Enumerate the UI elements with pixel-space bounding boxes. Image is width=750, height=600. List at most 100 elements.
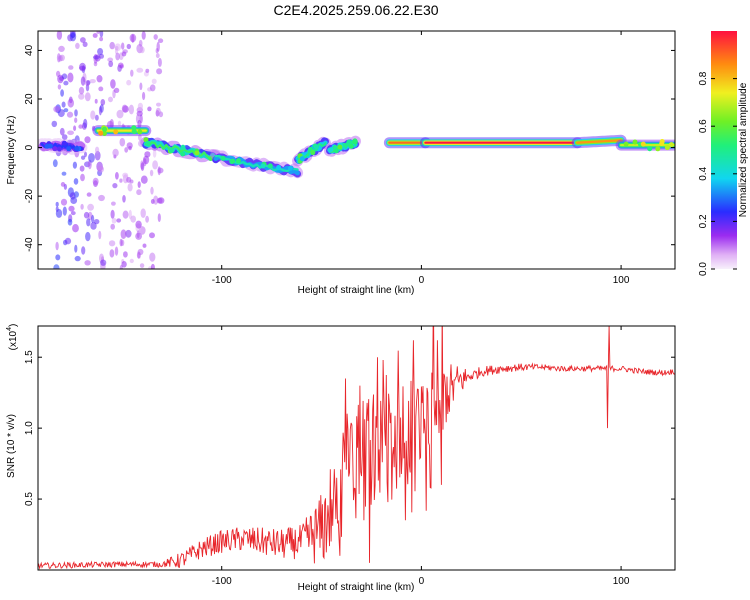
x-tick-label: 0 xyxy=(419,275,425,286)
track-blob xyxy=(101,131,107,136)
noise-speck xyxy=(80,37,86,43)
track-blob xyxy=(74,146,80,152)
noise-speck xyxy=(80,203,84,210)
noise-speck xyxy=(109,249,115,258)
noise-speck xyxy=(55,206,59,213)
noise-speck xyxy=(85,80,90,87)
noise-speck xyxy=(151,78,157,85)
noise-speck xyxy=(157,57,162,67)
noise-speck xyxy=(126,79,132,86)
track-blob xyxy=(348,143,354,149)
noise-speck xyxy=(118,62,124,68)
track-blob xyxy=(52,146,58,152)
spectral-track xyxy=(571,134,627,149)
snr-y-ticks: 0.5 1.0 1.5 xyxy=(24,350,675,506)
track-blob xyxy=(220,155,226,161)
snr-series-line xyxy=(38,326,675,570)
noise-speck xyxy=(90,110,96,120)
spectral-track xyxy=(615,139,675,152)
spectrogram-frame xyxy=(37,30,676,270)
noise-speck xyxy=(140,208,146,218)
track-blob xyxy=(66,146,72,152)
noise-speck xyxy=(55,241,59,251)
noise-speck xyxy=(84,92,91,102)
noise-speck xyxy=(149,84,156,92)
noise-speck xyxy=(56,53,61,63)
noise-speck xyxy=(139,82,143,91)
noise-speck xyxy=(84,151,87,158)
noise-speck xyxy=(52,159,58,168)
noise-speck xyxy=(156,197,163,204)
noise-speck xyxy=(129,179,134,184)
track-blob xyxy=(313,144,319,150)
noise-speck xyxy=(82,41,88,47)
noise-speck xyxy=(124,147,129,153)
noise-speck xyxy=(68,65,74,70)
noise-speck xyxy=(84,136,91,144)
noise-speck xyxy=(96,75,103,83)
noise-speck xyxy=(112,183,118,189)
track-blob xyxy=(647,146,653,152)
noise-speck xyxy=(108,60,114,68)
colorbar-tick-label: 0.8 xyxy=(698,71,709,85)
x-tick-label: -100 xyxy=(212,576,232,587)
track-blob xyxy=(98,130,104,136)
noise-speck xyxy=(140,175,148,184)
noise-speck xyxy=(137,102,143,110)
noise-speck xyxy=(98,230,102,240)
noise-speck xyxy=(72,224,79,233)
noise-speck xyxy=(152,160,159,170)
noise-speck xyxy=(80,76,86,86)
y-tick-label: 0.5 xyxy=(24,492,35,506)
noise-speck xyxy=(119,238,123,247)
track-blob xyxy=(168,148,174,153)
noise-speck xyxy=(111,201,116,206)
track-blob xyxy=(337,144,343,150)
noise-speck xyxy=(149,169,154,177)
noise-speck xyxy=(96,165,104,171)
noise-speck xyxy=(142,243,147,248)
noise-speck xyxy=(73,178,79,185)
snr-frame xyxy=(37,325,676,571)
track-blob xyxy=(113,129,119,135)
noise-speck xyxy=(92,33,98,38)
noise-column xyxy=(78,31,107,269)
noise-speck xyxy=(116,218,122,223)
noise-speck xyxy=(137,181,141,189)
noise-speck xyxy=(113,87,120,93)
colorbar: 0.0 0.2 0.4 0.6 0.8 Normalized spectral ampl… xyxy=(698,31,749,276)
spectral-track xyxy=(38,138,88,155)
noise-speck xyxy=(158,38,164,43)
noise-speck xyxy=(67,130,74,136)
noise-speck xyxy=(139,46,145,54)
noise-speck xyxy=(109,41,115,50)
snr-x-ticks: -100 0 100 xyxy=(212,326,630,587)
noise-speck xyxy=(100,259,107,266)
noise-speck xyxy=(156,68,163,75)
noise-speck xyxy=(53,106,61,113)
noise-speck xyxy=(74,109,78,117)
colorbar-tick-label: 0.4 xyxy=(698,166,709,180)
svg-text:(x104): (x104) xyxy=(6,324,19,351)
noise-speck xyxy=(74,244,78,253)
noise-speck xyxy=(122,172,129,178)
noise-speck xyxy=(139,263,145,268)
noise-speck xyxy=(156,41,160,52)
noise-speck xyxy=(86,192,92,197)
noise-speck xyxy=(86,218,91,227)
y-tick-label: -20 xyxy=(24,188,35,203)
noise-speck xyxy=(59,127,65,136)
noise-speck xyxy=(61,73,68,80)
noise-speck xyxy=(64,237,72,245)
spectrogram-heatmap xyxy=(38,31,675,269)
track-blob xyxy=(180,144,186,150)
noise-speck xyxy=(90,222,97,230)
track-blob xyxy=(235,158,241,164)
colorbar-ticks: 0.0 0.2 0.4 0.6 0.8 xyxy=(698,71,737,276)
track-blob xyxy=(632,139,638,145)
track-blob xyxy=(288,165,293,171)
noise-speck xyxy=(136,189,142,196)
noise-speck xyxy=(122,195,126,203)
noise-speck xyxy=(137,248,144,256)
noise-speck xyxy=(79,62,86,72)
